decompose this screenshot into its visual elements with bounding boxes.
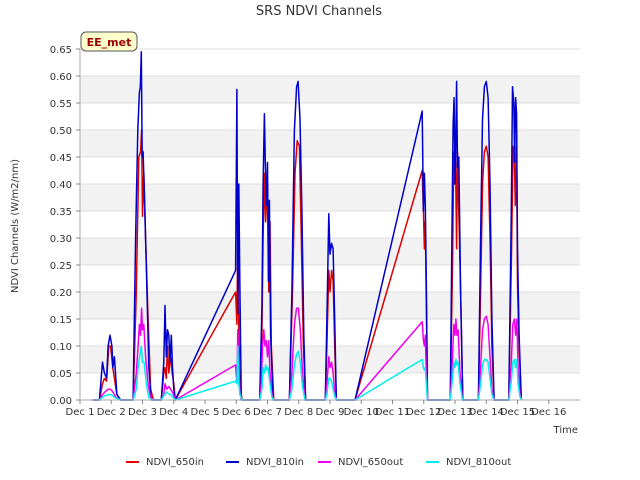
grid-band	[80, 346, 580, 373]
x-tick-label: Dec 1	[66, 407, 95, 418]
x-tick-label: Dec 6	[222, 407, 251, 418]
y-tick-label: 0.30	[50, 234, 72, 245]
x-tick-label: Dec 4	[159, 407, 188, 418]
grid-band	[80, 373, 580, 400]
y-tick-label: 0.65	[50, 45, 72, 56]
y-tick-label: 0.15	[50, 315, 72, 326]
legend-label: NDVI_810in	[246, 457, 304, 468]
y-tick-label: 0.05	[50, 369, 72, 380]
legend-label: NDVI_810out	[446, 457, 511, 468]
x-tick-label: Dec 15	[500, 407, 535, 418]
y-tick-label: 0.25	[50, 261, 72, 272]
station-badge-text: EE_met	[87, 36, 132, 49]
station-badge-box	[80, 31, 138, 52]
plot-background	[80, 48, 580, 401]
grid-band	[80, 292, 580, 319]
series-layer	[92, 50, 523, 401]
y-axis-ticks: 0.00 0.05 0.10 0.15 0.20 0.25 0.30 0.35 0.40 0.45…	[50, 45, 80, 407]
x-tick-label: Dec 2	[97, 407, 126, 418]
y-axis-label: NDVI Channels (W/m2/nm)	[10, 159, 21, 293]
legend-item: NDVI_650out	[318, 457, 403, 468]
station-badge: EE_met	[80, 31, 138, 52]
x-tick-label: Dec 5	[191, 407, 220, 418]
x-tick-label: Dec 3	[128, 407, 157, 418]
y-tick-label: 0.60	[50, 72, 72, 83]
grid-band	[80, 319, 580, 346]
grid-band	[80, 76, 580, 103]
legend-label: NDVI_650out	[338, 457, 403, 468]
y-tick-label: 0.20	[50, 288, 72, 299]
y-tick-label: 0.10	[50, 342, 72, 353]
chart-title: SRS NDVI Channels	[256, 4, 382, 19]
legend: NDVI_650in NDVI_810in NDVI_650out NDVI_810o…	[126, 457, 511, 468]
y-tick-label: 0.00	[50, 396, 72, 407]
x-tick-label: Dec 11	[375, 407, 410, 418]
x-tick-label: Dec 7	[253, 407, 282, 418]
x-tick-label: Dec 12	[406, 407, 441, 418]
legend-item: NDVI_650in	[126, 457, 204, 468]
y-tick-label: 0.40	[50, 180, 72, 191]
x-tick-label: Dec 13	[437, 407, 472, 418]
x-axis-label: Time	[553, 425, 578, 436]
legend-item: NDVI_810in	[226, 457, 304, 468]
y-tick-label: 0.55	[50, 99, 72, 110]
x-tick-label: Dec 16	[531, 407, 566, 418]
y-tick-label: 0.50	[50, 126, 72, 137]
legend-label: NDVI_650in	[146, 457, 204, 468]
grid-band	[80, 130, 580, 157]
y-tick-label: 0.35	[50, 207, 72, 218]
grid-band	[80, 49, 580, 76]
series-line-ndvi-810in	[92, 50, 523, 401]
series-line-ndvi-650out	[92, 307, 523, 401]
grid-band	[80, 184, 580, 211]
grid-band	[80, 103, 580, 130]
x-tick-label: Dec 10	[344, 407, 379, 418]
y-tick-label: 0.45	[50, 153, 72, 164]
x-tick-label: Dec 8	[284, 407, 313, 418]
x-tick-label: Dec 9	[316, 407, 345, 418]
series-line-ndvi-810out	[92, 345, 523, 401]
grid-band	[80, 157, 580, 184]
x-tick-label: Dec 14	[469, 407, 504, 418]
legend-item: NDVI_810out	[426, 457, 511, 468]
x-axis-ticks: Dec 1 Dec 2 Dec 3 Dec 4 Dec 5 Dec 6 Dec 7 Dec 8…	[66, 400, 566, 418]
